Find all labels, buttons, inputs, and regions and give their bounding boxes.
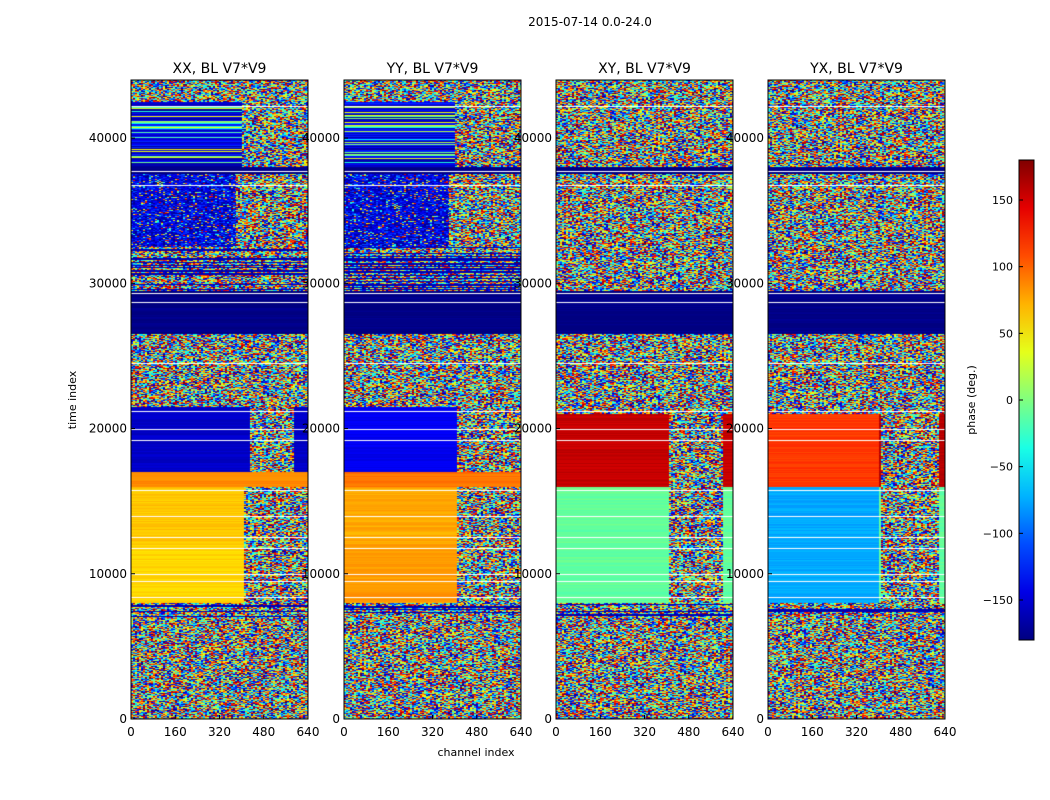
- y-tick-label: 20000: [514, 422, 552, 436]
- x-tick-label: 160: [164, 725, 187, 739]
- colorbar-tick-label: −100: [983, 527, 1013, 540]
- colorbar-tick-label: 100: [992, 261, 1013, 274]
- y-tick-label: 10000: [89, 567, 127, 581]
- x-tick-label: 640: [297, 725, 320, 739]
- y-tick-label: 40000: [89, 131, 127, 145]
- panel-title: YY, BL V7*V9: [386, 61, 479, 77]
- x-tick-label: 480: [252, 725, 275, 739]
- x-tick-label: 480: [889, 725, 912, 739]
- heatmap-raster: [556, 80, 733, 719]
- y-tick-label: 10000: [726, 567, 764, 581]
- colorbar-label: phase (deg.): [965, 365, 978, 435]
- y-tick-label: 30000: [514, 276, 552, 290]
- y-tick-label: 20000: [726, 422, 764, 436]
- y-tick-label: 40000: [726, 131, 764, 145]
- y-tick-label: 20000: [302, 422, 340, 436]
- y-tick-label: 10000: [514, 567, 552, 581]
- y-tick-label: 40000: [514, 131, 552, 145]
- x-tick-label: 160: [589, 725, 612, 739]
- y-tick-label: 40000: [302, 131, 340, 145]
- x-tick-label: 0: [552, 725, 560, 739]
- x-tick-label: 160: [801, 725, 824, 739]
- x-tick-label: 320: [845, 725, 868, 739]
- x-tick-label: 640: [722, 725, 745, 739]
- colorbar-tick-label: −50: [990, 461, 1013, 474]
- y-tick-label: 30000: [726, 276, 764, 290]
- heatmap-raster: [768, 80, 945, 719]
- colorbar-tick-label: −150: [983, 594, 1013, 607]
- panel-title: XX, BL V7*V9: [173, 61, 267, 77]
- x-tick-label: 480: [465, 725, 488, 739]
- y-tick-label: 30000: [89, 276, 127, 290]
- colorbar-tick-label: 150: [992, 194, 1013, 207]
- x-tick-label: 640: [934, 725, 957, 739]
- heatmap-raster: [344, 80, 521, 719]
- y-tick-label: 0: [332, 712, 340, 726]
- heatmap-panel-2: YY, BL V7*V9 0 160 320 480 640 0 10000 20000 3000…: [302, 61, 533, 739]
- x-tick-label: 640: [510, 725, 533, 739]
- colorbar: −150 −100 −50 0 50 100 150: [983, 159, 1035, 641]
- heatmap-raster: [131, 80, 308, 719]
- colorbar-tick-label: 0: [1006, 394, 1013, 407]
- y-tick-label: 20000: [89, 422, 127, 436]
- panel-title: XY, BL V7*V9: [598, 61, 691, 77]
- y-tick-label: 10000: [302, 567, 340, 581]
- x-tick-label: 480: [677, 725, 700, 739]
- x-tick-label: 0: [764, 725, 772, 739]
- x-tick-label: 0: [127, 725, 135, 739]
- y-tick-label: 0: [544, 712, 552, 726]
- heatmap-panel-1: XX, BL V7*V9 0 160 320 480 640 0 10000 20000 3000…: [89, 61, 320, 739]
- panels-group: XX, BL V7*V9 0 160 320 480 640 0 10000 20000 3000…: [89, 61, 957, 739]
- x-tick-label: 160: [377, 725, 400, 739]
- x-tick-label: 320: [421, 725, 444, 739]
- y-tick-label: 0: [119, 712, 127, 726]
- x-axis-label: channel index: [437, 746, 515, 759]
- y-tick-label: 0: [756, 712, 764, 726]
- figure-title: 2015-07-14 0.0-24.0: [528, 15, 652, 29]
- x-tick-label: 320: [633, 725, 656, 739]
- y-tick-label: 30000: [302, 276, 340, 290]
- heatmap-panel-4: YX, BL V7*V9 0 160 320 480 640 0 10000 20000 3000…: [726, 61, 957, 739]
- x-tick-label: 0: [340, 725, 348, 739]
- x-tick-label: 320: [208, 725, 231, 739]
- colorbar-tick-label: 50: [999, 327, 1013, 340]
- panel-title: YX, BL V7*V9: [809, 61, 903, 77]
- heatmap-panel-3: XY, BL V7*V9 0 160 320 480 640 0 10000 20000 3000…: [514, 61, 745, 739]
- y-axis-label: time index: [66, 370, 79, 429]
